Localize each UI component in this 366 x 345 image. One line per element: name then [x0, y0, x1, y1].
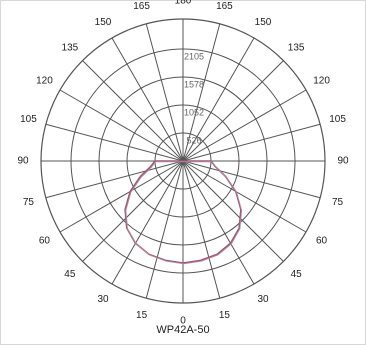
- grid-spoke-300: [59, 160, 184, 233]
- angle-label-150-right: 150: [255, 17, 272, 28]
- grid-spoke-120: [182, 89, 307, 162]
- angle-label-75-right: 75: [332, 197, 344, 208]
- grid-spoke-240: [59, 89, 184, 162]
- angle-label-105-right: 105: [329, 114, 346, 125]
- series-layer: [124, 160, 243, 265]
- grid-spoke-135: [182, 60, 284, 162]
- angle-label-45-right: 45: [291, 269, 303, 280]
- grid-spoke-165: [182, 23, 221, 162]
- grid-spoke-210: [111, 37, 184, 162]
- angle-label-0-right: 0: [180, 316, 186, 327]
- angle-label-105-left: 105: [20, 114, 37, 125]
- grid-spoke-45: [182, 160, 284, 262]
- angle-label-135-right: 135: [288, 43, 305, 54]
- grid-spoke-225: [82, 60, 184, 162]
- angle-label-90-left: 90: [17, 156, 29, 167]
- series-line-shadow: [125, 161, 243, 265]
- angle-label-75-left: 75: [23, 197, 35, 208]
- radial-label-526: 526: [186, 135, 201, 145]
- angle-label-30-right: 30: [257, 294, 269, 305]
- angle-label-15-left: 15: [136, 310, 148, 321]
- polar-grid: [40, 18, 326, 304]
- angle-label-60-left: 60: [39, 236, 51, 247]
- angle-label-135-left: 135: [62, 43, 79, 54]
- angle-label-90-right: 90: [337, 156, 349, 167]
- chart-caption: WP42A-50: [156, 324, 209, 336]
- grid-spoke-195: [145, 23, 184, 162]
- grid-spoke-75: [182, 160, 321, 199]
- angle-label-165-right: 165: [216, 1, 233, 12]
- grid-spoke-150: [182, 37, 255, 162]
- grid-spoke-105: [182, 123, 321, 162]
- angle-label-150-left: 150: [95, 17, 112, 28]
- grid-spoke-345: [145, 160, 184, 299]
- grid-spoke-60: [182, 160, 307, 233]
- angle-labels: 0 15 15 30 30 45 45 60 60 75 75 90 90 105 105 120 120 135…: [17, 0, 349, 327]
- radial-label-1578: 1578: [184, 79, 204, 89]
- grid-spoke-255: [45, 123, 184, 162]
- grid-spoke-285: [45, 160, 184, 199]
- angle-label-15-right: 15: [219, 310, 231, 321]
- angle-label-120-left: 120: [36, 76, 53, 87]
- radial-label-2105: 2105: [184, 51, 204, 61]
- grid-spoke-330: [111, 160, 184, 285]
- grid-spoke-15: [182, 160, 221, 299]
- angle-label-180-right: 180: [175, 0, 192, 7]
- angle-label-60-right: 60: [316, 236, 328, 247]
- grid-spoke-315: [82, 160, 184, 262]
- angle-label-30-left: 30: [97, 294, 109, 305]
- angle-label-45-left: 45: [64, 269, 76, 280]
- angle-label-165-left: 165: [133, 1, 150, 12]
- grid-spoke-30: [182, 160, 255, 285]
- radial-labels: 526 1052 1578 2105: [184, 51, 204, 145]
- angle-label-120-right: 120: [313, 76, 330, 87]
- radial-label-1052: 1052: [184, 107, 204, 117]
